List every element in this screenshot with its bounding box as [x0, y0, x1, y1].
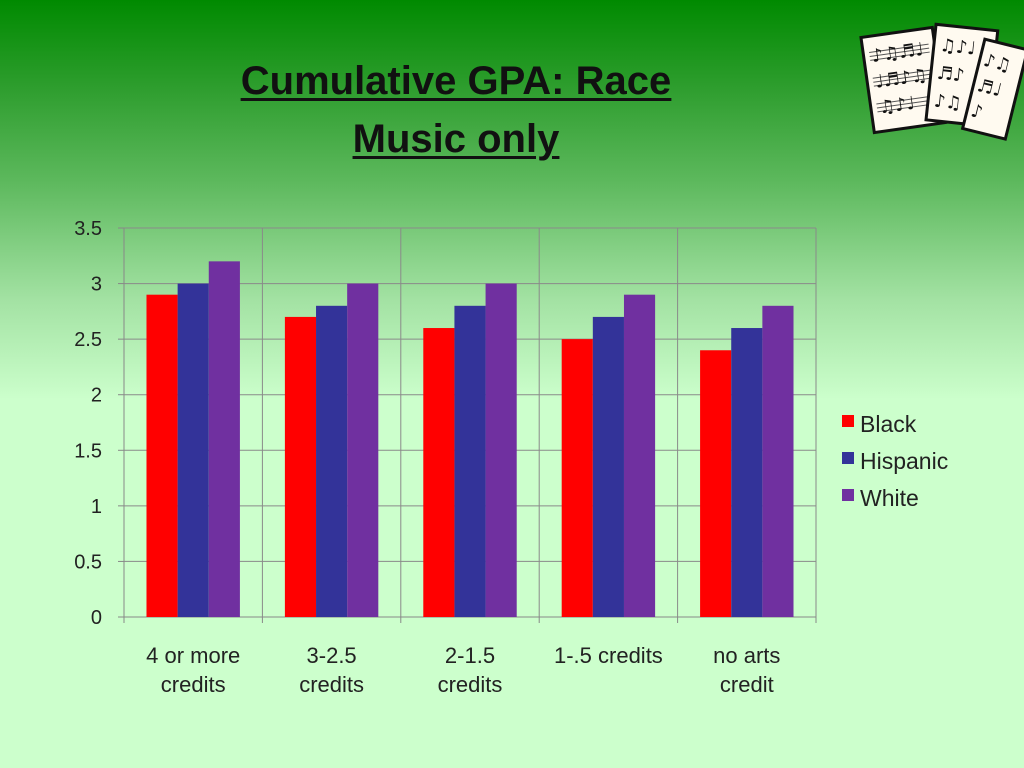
bar-black — [423, 328, 455, 617]
svg-text:♫♪♩: ♫♪♩ — [939, 35, 977, 60]
y-tick-label: 1 — [91, 496, 102, 518]
svg-text:♬♪: ♬♪ — [936, 63, 966, 87]
legend-swatch — [842, 415, 854, 427]
legend-label: White — [860, 485, 919, 511]
y-tick-label: 2 — [91, 385, 102, 407]
x-tick-label: 1-.5 credits — [554, 643, 663, 668]
y-tick-label: 0 — [91, 607, 102, 629]
bar-white — [623, 294, 656, 617]
bar-black — [284, 316, 317, 617]
x-tick-label: 3-2.5 credits — [299, 643, 364, 697]
bar-white — [208, 261, 240, 617]
bar-hispanic — [177, 283, 209, 617]
bar-black — [561, 339, 593, 617]
svg-text:♫♪♩: ♫♪♩ — [878, 93, 917, 119]
x-tick-label: 4 or more credits — [146, 643, 240, 697]
x-tick-label: no arts credit — [713, 643, 780, 697]
y-tick-label: 2.5 — [74, 329, 102, 351]
bar-white — [485, 283, 517, 617]
svg-text:♪♫: ♪♫ — [933, 91, 963, 115]
title-line-2: Music only — [352, 117, 560, 161]
title-line-1: Cumulative GPA: Race — [240, 59, 672, 103]
bar-black — [146, 294, 178, 617]
bar-white — [347, 283, 379, 617]
bar-white — [762, 305, 794, 617]
bar-hispanic — [731, 328, 763, 617]
y-tick-label: 3 — [91, 274, 102, 296]
svg-text:♪: ♪ — [969, 100, 985, 123]
legend-swatch — [842, 452, 854, 464]
y-tick-label: 3.5 — [74, 218, 102, 240]
sheet-music-icon: ♪♫♬♩ ♩♬♪♫ ♫♪♩ ♫♪♩ ♬♪ ♪♫ ♪♫ ♬♩ ♪ — [859, 22, 1024, 141]
bar-hispanic — [454, 305, 486, 617]
bar-black — [700, 350, 732, 617]
x-tick-label: 2-1.5 credits — [438, 643, 503, 697]
legend-label: Hispanic — [860, 448, 948, 474]
y-tick-label: 1.5 — [74, 440, 102, 462]
bar-hispanic — [592, 316, 624, 617]
legend-swatch — [842, 489, 854, 501]
bar-hispanic — [316, 305, 348, 617]
legend-label: Black — [860, 411, 917, 437]
slide-title: Cumulative GPA: Race Music only — [0, 52, 912, 168]
y-tick-label: 0.5 — [74, 551, 102, 573]
